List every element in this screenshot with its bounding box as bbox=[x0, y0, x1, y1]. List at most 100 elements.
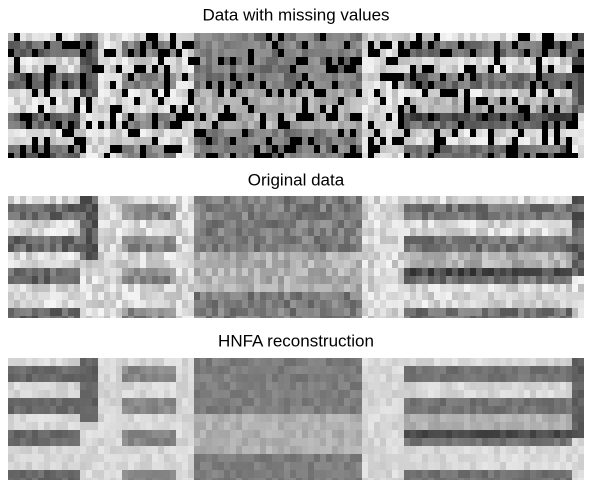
pixel bbox=[80, 300, 86, 308]
pixel bbox=[278, 316, 284, 318]
pixel bbox=[548, 212, 554, 220]
pixel bbox=[224, 212, 230, 220]
pixel bbox=[542, 398, 548, 406]
pixel bbox=[218, 89, 224, 97]
pixel bbox=[380, 89, 386, 97]
pixel bbox=[542, 89, 548, 97]
pixel bbox=[428, 268, 434, 276]
pixel bbox=[482, 358, 488, 366]
pixel bbox=[254, 105, 260, 113]
pixel bbox=[536, 196, 542, 204]
pixel bbox=[290, 390, 296, 398]
pixel bbox=[500, 470, 506, 478]
pixel bbox=[416, 438, 422, 446]
pixel bbox=[200, 89, 206, 97]
pixel bbox=[68, 268, 74, 276]
pixel bbox=[182, 57, 188, 65]
pixel bbox=[224, 81, 230, 89]
pixel bbox=[566, 212, 572, 220]
pixel bbox=[44, 73, 50, 81]
pixel bbox=[272, 414, 278, 422]
pixel bbox=[368, 252, 374, 260]
pixel bbox=[20, 284, 26, 292]
pixel bbox=[374, 478, 380, 480]
pixel bbox=[110, 430, 116, 438]
pixel bbox=[512, 81, 518, 89]
pixel bbox=[380, 268, 386, 276]
pixel bbox=[368, 478, 374, 480]
pixel bbox=[350, 446, 356, 454]
pixel bbox=[476, 276, 482, 284]
pixel bbox=[554, 204, 560, 212]
pixel bbox=[392, 430, 398, 438]
pixel bbox=[500, 220, 506, 228]
pixel bbox=[266, 284, 272, 292]
pixel bbox=[536, 49, 542, 57]
pixel bbox=[518, 276, 524, 284]
pixel bbox=[536, 41, 542, 49]
pixel bbox=[236, 73, 242, 81]
pixel bbox=[398, 145, 404, 153]
pixel bbox=[296, 366, 302, 374]
pixel bbox=[176, 57, 182, 65]
pixel bbox=[152, 406, 158, 414]
pixel bbox=[194, 438, 200, 446]
pixel bbox=[284, 374, 290, 382]
pixel bbox=[128, 462, 134, 470]
pixel bbox=[272, 446, 278, 454]
pixel bbox=[212, 308, 218, 316]
pixel bbox=[296, 300, 302, 308]
pixel bbox=[98, 406, 104, 414]
pixel bbox=[578, 462, 584, 470]
pixel bbox=[140, 105, 146, 113]
pixel bbox=[152, 366, 158, 374]
pixel bbox=[248, 97, 254, 105]
pixel bbox=[416, 462, 422, 470]
pixel bbox=[122, 97, 128, 105]
pixel bbox=[158, 430, 164, 438]
pixel bbox=[278, 284, 284, 292]
pixel bbox=[422, 41, 428, 49]
pixel bbox=[86, 438, 92, 446]
pixel bbox=[146, 478, 152, 480]
pixel bbox=[536, 478, 542, 480]
pixel bbox=[74, 438, 80, 446]
pixel bbox=[554, 414, 560, 422]
pixel bbox=[314, 300, 320, 308]
pixel bbox=[80, 49, 86, 57]
pixel bbox=[146, 284, 152, 292]
pixel bbox=[506, 454, 512, 462]
pixel bbox=[80, 153, 86, 158]
pixel bbox=[308, 97, 314, 105]
pixel bbox=[254, 462, 260, 470]
pixel bbox=[572, 406, 578, 414]
pixel bbox=[104, 113, 110, 121]
pixel bbox=[110, 398, 116, 406]
pixel bbox=[524, 430, 530, 438]
pixel bbox=[512, 470, 518, 478]
pixel bbox=[398, 220, 404, 228]
pixel bbox=[368, 65, 374, 73]
pixel bbox=[158, 137, 164, 145]
pixel bbox=[434, 462, 440, 470]
pixel bbox=[356, 57, 362, 65]
pixel bbox=[302, 308, 308, 316]
pixel bbox=[164, 105, 170, 113]
pixel bbox=[272, 236, 278, 244]
pixel bbox=[104, 374, 110, 382]
pixel bbox=[308, 145, 314, 153]
pixel bbox=[20, 49, 26, 57]
pixel bbox=[470, 358, 476, 366]
pixel bbox=[446, 454, 452, 462]
pixel bbox=[530, 284, 536, 292]
pixel bbox=[410, 89, 416, 97]
pixel bbox=[128, 478, 134, 480]
pixel bbox=[566, 382, 572, 390]
pixel bbox=[554, 41, 560, 49]
pixel bbox=[506, 41, 512, 49]
pixel bbox=[374, 308, 380, 316]
pixel bbox=[98, 121, 104, 129]
pixel bbox=[536, 300, 542, 308]
pixel bbox=[548, 374, 554, 382]
pixel bbox=[518, 268, 524, 276]
